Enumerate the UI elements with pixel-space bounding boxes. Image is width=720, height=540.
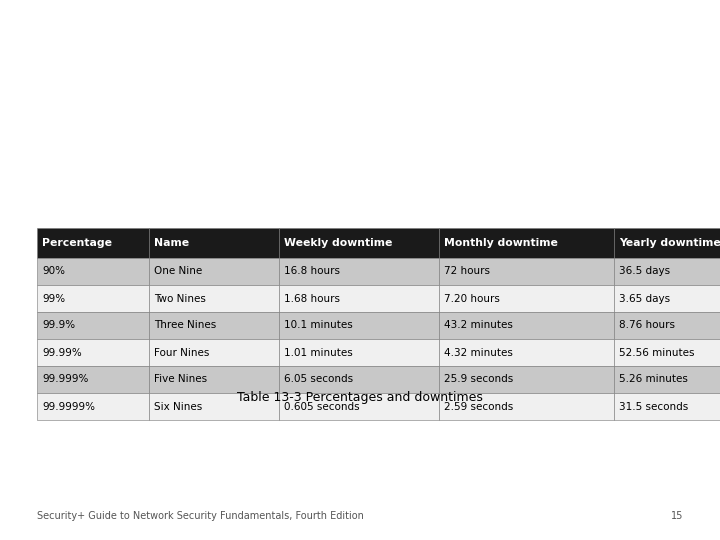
Bar (37, 339, 149, 366)
Text: Monthly downtime: Monthly downtime (444, 238, 558, 248)
Bar (439, 285, 614, 312)
Text: 36.5 days: 36.5 days (619, 267, 670, 276)
Text: 99.9%: 99.9% (42, 321, 75, 330)
Text: 7.20 hours: 7.20 hours (444, 294, 500, 303)
Text: Six Nines: Six Nines (154, 402, 202, 411)
Text: Percentage: Percentage (42, 238, 112, 248)
Bar (279, 366, 439, 393)
Text: Table 13-3 Percentages and downtimes: Table 13-3 Percentages and downtimes (237, 392, 483, 404)
Text: Yearly downtime: Yearly downtime (619, 238, 720, 248)
Text: 52.56 minutes: 52.56 minutes (619, 348, 695, 357)
Text: Two Nines: Two Nines (154, 294, 206, 303)
Text: Weekly downtime: Weekly downtime (284, 238, 392, 248)
Bar (279, 393, 439, 420)
Text: 25.9 seconds: 25.9 seconds (444, 375, 513, 384)
Text: 10.1 minutes: 10.1 minutes (284, 321, 353, 330)
Text: 4.32 minutes: 4.32 minutes (444, 348, 513, 357)
Text: 1.68 hours: 1.68 hours (284, 294, 340, 303)
Bar (149, 393, 279, 420)
Bar (614, 228, 720, 258)
Bar (279, 285, 439, 312)
Text: Three Nines: Three Nines (154, 321, 216, 330)
Text: 3.65 days: 3.65 days (619, 294, 670, 303)
Bar (614, 285, 720, 312)
Text: 0.605 seconds: 0.605 seconds (284, 402, 359, 411)
Bar (149, 339, 279, 366)
Text: 43.2 minutes: 43.2 minutes (444, 321, 513, 330)
Bar (149, 312, 279, 339)
Text: One Nine: One Nine (154, 267, 202, 276)
Text: 99%: 99% (42, 294, 65, 303)
Text: Security+ Guide to Network Security Fundamentals, Fourth Edition: Security+ Guide to Network Security Fund… (37, 511, 364, 521)
Text: Five Nines: Five Nines (154, 375, 207, 384)
Text: 15: 15 (670, 511, 683, 521)
Text: 99.999%: 99.999% (42, 375, 89, 384)
Text: 99.9999%: 99.9999% (42, 402, 95, 411)
Bar (37, 228, 149, 258)
Text: 5.26 minutes: 5.26 minutes (619, 375, 688, 384)
Text: Four Nines: Four Nines (154, 348, 210, 357)
Bar (279, 258, 439, 285)
Bar (614, 312, 720, 339)
Text: 1.01 minutes: 1.01 minutes (284, 348, 353, 357)
Text: 99.99%: 99.99% (42, 348, 82, 357)
Bar (37, 393, 149, 420)
Bar (614, 366, 720, 393)
Bar (439, 339, 614, 366)
Bar (149, 285, 279, 312)
Bar (149, 258, 279, 285)
Text: 2.59 seconds: 2.59 seconds (444, 402, 513, 411)
Text: 8.76 hours: 8.76 hours (619, 321, 675, 330)
Bar (279, 339, 439, 366)
Bar (439, 366, 614, 393)
Bar (37, 258, 149, 285)
Bar (614, 339, 720, 366)
Bar (279, 228, 439, 258)
Bar (614, 393, 720, 420)
Bar (439, 312, 614, 339)
Text: 6.05 seconds: 6.05 seconds (284, 375, 353, 384)
Text: 16.8 hours: 16.8 hours (284, 267, 340, 276)
Bar (37, 366, 149, 393)
Bar (614, 258, 720, 285)
Bar (37, 312, 149, 339)
Bar (279, 312, 439, 339)
Bar (439, 228, 614, 258)
Bar (149, 228, 279, 258)
Bar (37, 285, 149, 312)
Text: Name: Name (154, 238, 189, 248)
Text: 72 hours: 72 hours (444, 267, 490, 276)
Bar (149, 366, 279, 393)
Bar (439, 258, 614, 285)
Text: 31.5 seconds: 31.5 seconds (619, 402, 688, 411)
Bar (439, 393, 614, 420)
Text: 90%: 90% (42, 267, 65, 276)
